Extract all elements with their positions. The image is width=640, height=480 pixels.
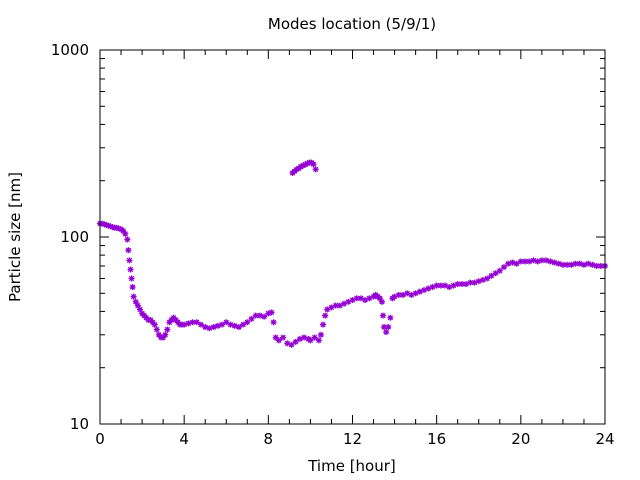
data-point — [244, 319, 251, 326]
x-tick-label: 24 — [595, 430, 614, 448]
data-point — [130, 293, 137, 300]
data-point — [181, 321, 188, 328]
data-point — [307, 337, 314, 344]
chart-title: Modes location (5/9/1) — [268, 15, 436, 33]
x-tick-label: 16 — [427, 430, 446, 448]
data-point — [153, 326, 160, 333]
data-point — [127, 266, 134, 273]
data-point — [509, 259, 516, 266]
data-point — [505, 260, 512, 267]
tick-labels: 0 4 8 12 16 20 24 10 100 1000 — [51, 41, 615, 448]
data-point — [380, 312, 387, 319]
data-point — [162, 331, 169, 338]
data-point — [496, 267, 503, 274]
axis-ticks — [99, 49, 606, 425]
data-point — [193, 319, 200, 326]
data-point — [551, 259, 558, 266]
y-tick-label: 1000 — [51, 41, 89, 59]
data-point — [484, 275, 491, 282]
data-point — [288, 341, 295, 348]
data-point — [501, 264, 507, 271]
data-point — [275, 337, 282, 344]
x-tick-label: 4 — [179, 430, 189, 448]
data-point — [454, 281, 461, 288]
data-point — [240, 321, 247, 328]
y-tick-label: 100 — [60, 228, 89, 246]
data-point — [198, 321, 204, 328]
data-point — [322, 312, 329, 319]
data-point — [585, 260, 592, 267]
data-point — [223, 319, 230, 326]
data-point — [513, 260, 520, 267]
data-point — [125, 247, 132, 254]
data-point — [164, 326, 171, 333]
data-point — [210, 324, 217, 331]
data-point — [555, 260, 562, 267]
data-point — [353, 295, 360, 302]
y-axis-label: Particle size [nm] — [6, 172, 24, 302]
data-point — [311, 334, 318, 341]
data-point — [124, 236, 131, 243]
data-point — [547, 258, 554, 265]
data-point — [534, 258, 541, 265]
data-point — [248, 315, 255, 322]
data-point — [280, 334, 287, 341]
data-point — [122, 230, 129, 237]
data-point — [128, 275, 135, 282]
data-point — [568, 261, 575, 268]
data-point — [151, 321, 158, 328]
data-point — [270, 319, 277, 326]
data-point — [576, 260, 583, 267]
x-tick-label: 0 — [95, 430, 105, 448]
data-point — [261, 313, 268, 320]
data-point — [492, 270, 499, 277]
data-point — [235, 324, 242, 331]
data-point — [219, 321, 226, 328]
data-point — [488, 272, 495, 279]
data-point — [385, 324, 392, 331]
data-point — [268, 309, 275, 316]
data-point — [387, 314, 394, 321]
data-point — [383, 329, 390, 336]
x-tick-label: 20 — [511, 430, 530, 448]
data-point — [129, 284, 136, 291]
data-point — [315, 337, 322, 344]
data-point — [292, 338, 299, 345]
data-point — [332, 302, 339, 309]
data-point — [538, 257, 545, 264]
data-point — [317, 331, 324, 338]
data-point — [189, 319, 196, 326]
data-point — [126, 257, 133, 264]
x-axis-label: Time [hour] — [307, 457, 396, 475]
data-point — [526, 258, 533, 265]
plot-frame — [99, 49, 606, 425]
data-point — [310, 161, 317, 168]
data-point — [252, 312, 259, 319]
data-point — [256, 312, 263, 319]
data-point — [185, 320, 192, 327]
data-point — [580, 261, 587, 268]
data-points — [97, 159, 608, 348]
data-point — [589, 261, 596, 268]
data-point — [320, 321, 327, 328]
x-tick-label: 12 — [343, 430, 362, 448]
data-point — [522, 258, 529, 265]
data-point — [530, 257, 537, 264]
data-point — [312, 166, 319, 173]
data-point — [543, 257, 550, 264]
data-point — [378, 298, 385, 305]
x-tick-label: 8 — [264, 430, 274, 448]
y-tick-label: 10 — [70, 415, 89, 433]
